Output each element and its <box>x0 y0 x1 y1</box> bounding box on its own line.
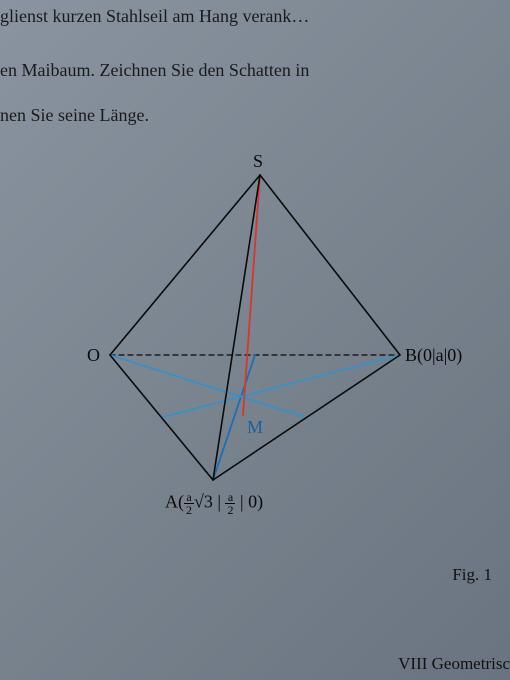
figure-caption: Fig. 1 <box>452 565 492 585</box>
vertex-label-S: S <box>253 151 263 172</box>
vertex-label-A: A(a2√3 | a2 | 0) <box>165 491 263 516</box>
vertex-label-B: B(0|a|0) <box>405 345 462 366</box>
instruction-line-1: en Maibaum. Zeichnen Sie den Schatten in <box>0 60 309 81</box>
centroid-label-M: M <box>247 417 263 438</box>
tetrahedron-diagram: S O B(0|a|0) M A(a2√3 | a2 | 0) <box>55 155 455 535</box>
vertex-label-O: O <box>87 345 100 366</box>
cutoff-text-top: glienst kurzen Stahlseil am Hang verank… <box>0 6 309 27</box>
tetrahedron-svg <box>55 155 455 535</box>
cutoff-text-bottom: VIII Geometrisc <box>398 654 510 674</box>
instruction-line-2: nen Sie seine Länge. <box>0 105 149 126</box>
